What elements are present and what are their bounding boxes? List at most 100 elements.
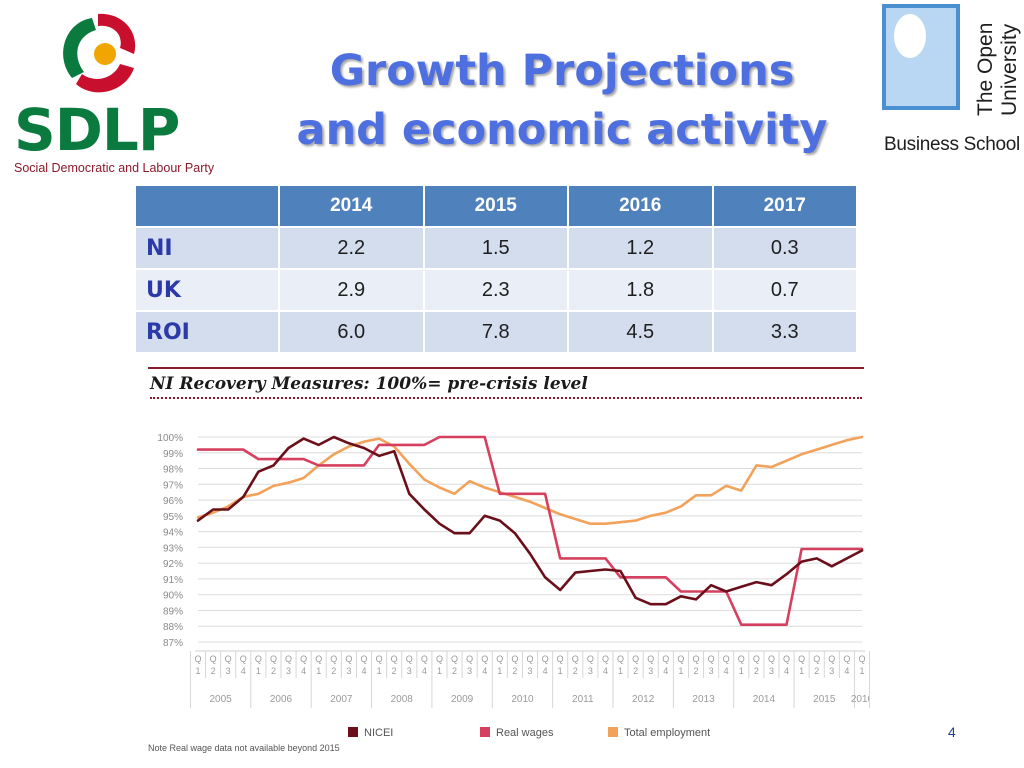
quarter-letter: Q [345,654,352,664]
quarter-number: 3 [527,666,532,676]
growth-table: 2014 2015 2016 2017 NI 2.2 1.5 1.2 0.3 U… [134,184,858,354]
page-number: 4 [948,724,956,740]
ou-name-line2: University [998,23,1021,116]
quarter-letter: Q [436,654,443,664]
quarter-letter: Q [783,654,790,664]
quarter-number: 2 [271,666,276,676]
table-cell: 0.7 [713,270,856,310]
table-cell: 1.2 [569,228,712,268]
quarter-letter: Q [270,654,277,664]
y-tick-label: 87% [163,638,183,649]
quarter-number: 1 [195,666,200,676]
quarter-letter: Q [300,654,307,664]
table-cell: 1.5 [424,228,567,268]
quarter-number: 4 [543,666,548,676]
legend-swatch [608,727,618,737]
table-row: UK 2.9 2.3 1.8 0.7 [136,270,856,310]
year-label: 2013 [692,694,715,705]
ou-shield-icon [882,4,960,110]
quarter-letter: Q [511,654,518,664]
table-cell: 3.3 [713,312,856,352]
table-header-cell: 2015 [424,186,567,226]
quarter-letter: Q [376,654,383,664]
chart-legend: NICEI Real wages Total employment [348,727,710,739]
quarter-letter: Q [225,654,232,664]
quarter-letter: Q [798,654,805,664]
quarter-number: 1 [799,666,804,676]
y-tick-label: 98% [163,465,183,476]
legend-label: NICEI [364,727,393,739]
quarter-letter: Q [285,654,292,664]
y-tick-label: 91% [163,575,183,586]
quarter-letter: Q [557,654,564,664]
quarter-number: 2 [754,666,759,676]
quarter-number: 1 [316,666,321,676]
sdlp-wordmark: SDLP [14,96,180,164]
quarter-number: 2 [331,666,336,676]
quarter-letter: Q [421,654,428,664]
year-label: 2009 [451,694,474,705]
quarter-number: 3 [286,666,291,676]
year-label: 2016 [851,694,870,705]
year-label: 2012 [632,694,655,705]
quarter-letter: Q [496,654,503,664]
y-tick-label: 100% [157,433,183,444]
quarter-number: 1 [859,666,864,676]
quarter-number: 2 [452,666,457,676]
quarter-number: 1 [437,666,442,676]
chart-note: Note Real wage data not available beyond… [148,743,340,753]
y-tick-label: 95% [163,512,183,523]
row-label: ROI [136,312,278,352]
quarter-letter: Q [451,654,458,664]
quarter-letter: Q [632,654,639,664]
quarter-number: 3 [407,666,412,676]
year-label: 2006 [270,694,293,705]
y-tick-label: 97% [163,480,183,491]
quarter-letter: Q [708,654,715,664]
table-header-cell: 2016 [569,186,712,226]
chart-series [196,435,864,626]
chart-top-rule [148,367,864,369]
quarter-number: 3 [648,666,653,676]
sdlp-emblem-red-lower [76,64,134,93]
chart-x-axis: Q1Q2Q3Q4Q1Q2Q3Q4Q1Q2Q3Q4Q1Q2Q3Q4Q1Q2Q3Q4… [189,650,870,708]
quarter-number: 2 [814,666,819,676]
quarter-number: 4 [603,666,608,676]
legend-label: Total employment [624,727,710,739]
y-tick-label: 89% [163,606,183,617]
sdlp-emblem-green [63,18,96,78]
year-label: 2014 [753,694,776,705]
quarter-number: 2 [573,666,578,676]
quarter-number: 3 [709,666,714,676]
quarter-letter: Q [481,654,488,664]
quarter-number: 1 [739,666,744,676]
quarter-letter: Q [843,654,850,664]
quarter-number: 4 [482,666,487,676]
series-line-nicei [196,435,864,606]
table-cell: 2.3 [424,270,567,310]
sdlp-tagline: Social Democratic and Labour Party [14,161,215,175]
ou-name-line1: The Open [976,23,997,116]
y-tick-label: 93% [163,543,183,554]
quarter-letter: Q [753,654,760,664]
sdlp-emblem-icon [63,13,136,93]
quarter-letter: Q [255,654,262,664]
table-header-cell [136,186,278,226]
slide-title: Growth Projections and economic activity [262,42,862,160]
quarter-number: 4 [663,666,668,676]
year-label: 2015 [813,694,836,705]
table-cell: 2.9 [280,270,423,310]
quarter-letter: Q [738,654,745,664]
y-tick-label: 96% [163,496,183,507]
quarter-letter: Q [330,654,337,664]
quarter-number: 4 [241,666,246,676]
quarter-number: 3 [226,666,231,676]
quarter-number: 4 [422,666,427,676]
y-tick-label: 92% [163,559,183,570]
quarter-number: 1 [558,666,563,676]
table-header-row: 2014 2015 2016 2017 [136,186,856,226]
quarter-number: 2 [392,666,397,676]
quarter-number: 1 [256,666,261,676]
table-cell: 6.0 [280,312,423,352]
quarter-letter: Q [813,654,820,664]
